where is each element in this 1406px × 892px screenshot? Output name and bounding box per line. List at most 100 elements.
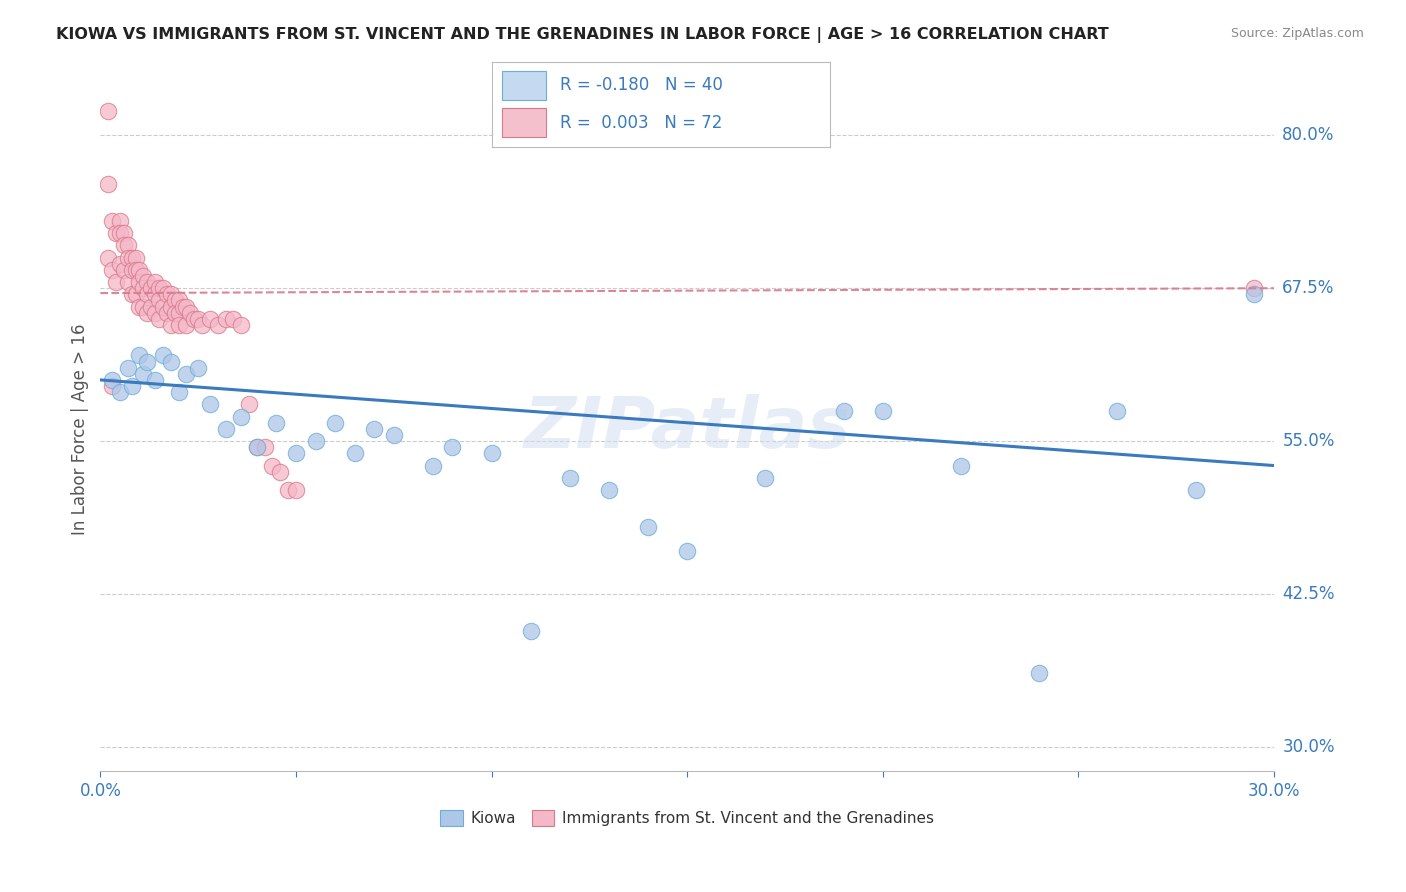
Point xyxy=(143,275,166,289)
Point xyxy=(598,483,620,497)
Point xyxy=(97,178,120,192)
Point xyxy=(152,349,174,363)
Point xyxy=(136,287,159,301)
Point xyxy=(128,349,150,363)
Point xyxy=(262,458,284,473)
Text: Source: ZipAtlas.com: Source: ZipAtlas.com xyxy=(1230,27,1364,40)
Point xyxy=(148,293,170,308)
Point xyxy=(207,318,229,332)
Point xyxy=(1243,287,1265,301)
Point xyxy=(101,373,124,387)
Point xyxy=(121,287,143,301)
Point xyxy=(176,300,198,314)
Point xyxy=(136,354,159,368)
Point xyxy=(481,446,503,460)
Point xyxy=(141,281,163,295)
Point xyxy=(105,226,128,240)
Point xyxy=(148,281,170,295)
Point xyxy=(124,251,146,265)
Text: 67.5%: 67.5% xyxy=(1282,279,1334,297)
Point xyxy=(152,300,174,314)
Point xyxy=(422,458,444,473)
Point xyxy=(1028,666,1050,681)
Text: 80.0%: 80.0% xyxy=(1282,127,1334,145)
Point xyxy=(754,471,776,485)
Point xyxy=(136,275,159,289)
Point xyxy=(159,300,181,314)
Point xyxy=(143,306,166,320)
Legend: Kiowa, Immigrants from St. Vincent and the Grenadines: Kiowa, Immigrants from St. Vincent and t… xyxy=(434,804,941,832)
Point xyxy=(152,281,174,295)
Text: ZIPatlas: ZIPatlas xyxy=(523,394,851,463)
Point xyxy=(128,300,150,314)
Text: 42.5%: 42.5% xyxy=(1282,585,1334,603)
Point xyxy=(277,483,299,497)
Point xyxy=(176,318,198,332)
Bar xyxy=(502,71,546,100)
Point xyxy=(179,306,201,320)
Text: KIOWA VS IMMIGRANTS FROM ST. VINCENT AND THE GRENADINES IN LABOR FORCE | AGE > 1: KIOWA VS IMMIGRANTS FROM ST. VINCENT AND… xyxy=(56,27,1109,43)
Point xyxy=(238,397,260,411)
Text: 30.0%: 30.0% xyxy=(1282,738,1334,756)
Point xyxy=(323,416,346,430)
Point xyxy=(163,293,186,308)
Point xyxy=(167,385,190,400)
Point xyxy=(128,275,150,289)
Point xyxy=(363,422,385,436)
Point xyxy=(124,263,146,277)
Point xyxy=(187,311,209,326)
Point xyxy=(172,300,194,314)
Point xyxy=(269,465,291,479)
Point xyxy=(637,519,659,533)
Point xyxy=(132,367,155,381)
Point xyxy=(143,287,166,301)
Point xyxy=(382,428,405,442)
Point xyxy=(198,311,221,326)
Point xyxy=(176,367,198,381)
Point xyxy=(304,434,326,448)
Point xyxy=(132,300,155,314)
Point xyxy=(187,360,209,375)
Point xyxy=(191,318,214,332)
Point xyxy=(253,440,276,454)
Point xyxy=(112,226,135,240)
Point xyxy=(246,440,269,454)
Point xyxy=(167,293,190,308)
Point xyxy=(121,251,143,265)
Point xyxy=(1184,483,1206,497)
Point xyxy=(97,103,120,118)
Point xyxy=(1107,403,1129,417)
Y-axis label: In Labor Force | Age > 16: In Labor Force | Age > 16 xyxy=(72,323,89,534)
Point xyxy=(441,440,464,454)
Point xyxy=(284,483,307,497)
Point xyxy=(108,385,131,400)
Point xyxy=(343,446,366,460)
Point xyxy=(108,257,131,271)
Point xyxy=(101,214,124,228)
Point xyxy=(117,360,139,375)
Point xyxy=(112,263,135,277)
Point xyxy=(117,238,139,252)
Point xyxy=(128,263,150,277)
Point xyxy=(117,275,139,289)
Point xyxy=(676,544,699,558)
Point xyxy=(132,281,155,295)
Point xyxy=(141,300,163,314)
Point xyxy=(159,354,181,368)
Point xyxy=(143,373,166,387)
Point xyxy=(558,471,581,485)
Point xyxy=(1243,281,1265,295)
Point xyxy=(167,306,190,320)
Point xyxy=(832,403,855,417)
Point xyxy=(156,306,179,320)
Point xyxy=(112,238,135,252)
Point xyxy=(231,318,253,332)
Point xyxy=(163,306,186,320)
Point xyxy=(214,422,236,436)
Point xyxy=(117,251,139,265)
Point xyxy=(105,275,128,289)
Point xyxy=(872,403,894,417)
Point xyxy=(136,306,159,320)
Point xyxy=(519,624,541,638)
Point xyxy=(121,263,143,277)
